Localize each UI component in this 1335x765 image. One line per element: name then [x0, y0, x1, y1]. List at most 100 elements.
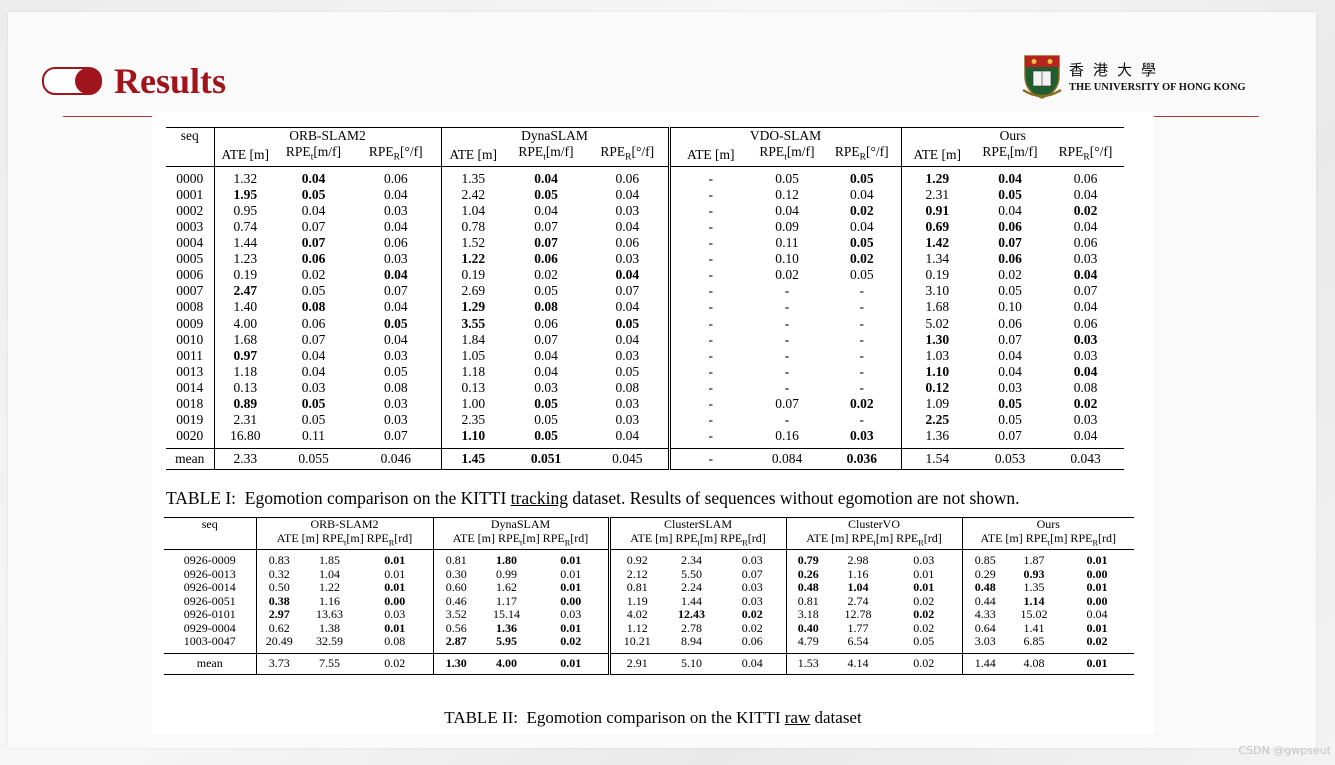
value-cell: 0.19: [900, 267, 973, 284]
value-cell: 5.02: [900, 315, 973, 332]
value-cell: 0.05: [615, 315, 640, 331]
value-cell: 0.07: [534, 331, 558, 347]
value-cell: 0.03: [560, 607, 582, 622]
value-cell: 0.04: [998, 363, 1022, 379]
mean-cell: 3.73: [255, 652, 302, 675]
table-row: 0019 2.31 0.05 0.03 2.35 0.05 0.03 - - - 2.25 0.05 0…: [166, 412, 1124, 429]
value-cell: 1.40: [213, 299, 276, 316]
value-cell: 1.87: [1023, 553, 1045, 568]
group-header: VDO-SLAM: [667, 127, 901, 144]
value-cell: 0.03: [741, 593, 763, 608]
mean-cell: 0.053: [973, 448, 1047, 471]
mean-label: mean: [164, 652, 256, 675]
value-cell: 1.23: [213, 251, 276, 268]
mean-cell: 0.055: [276, 448, 351, 471]
table-row: 0005 1.23 0.06 0.03 1.22 0.06 0.03 - 0.10 0.02 1.3…: [166, 251, 1124, 268]
hku-logo: 香港大學 THE UNIVERSITY OF HONG KONG: [1021, 52, 1246, 100]
mean-cell: 0.046: [351, 448, 441, 471]
metric-header: RPER[°/f]: [587, 144, 669, 167]
table-row: 0010 1.68 0.07 0.04 1.84 0.07 0.04 - - - 1.30 0.07 0…: [166, 331, 1124, 348]
value-cell: 0.05: [534, 283, 558, 299]
value-cell: 0.10: [775, 251, 799, 267]
value-cell: 0.19: [440, 267, 505, 284]
value-cell: 0.03: [383, 202, 408, 218]
table2-caption: TABLE II: Egomotion comparison on the KI…: [444, 708, 862, 727]
value-cell: 0.04: [534, 363, 558, 379]
value-cell: 0.05: [534, 396, 558, 411]
mean-cell: 0.01: [1060, 652, 1134, 675]
value-cell: 0.06: [998, 251, 1022, 267]
value-cell: -: [859, 379, 865, 395]
value-cell: 2.24: [681, 580, 702, 595]
value-cell: 0.04: [849, 218, 874, 234]
value-cell: -: [667, 166, 751, 187]
mean-cell: 0.036: [823, 448, 901, 471]
seq-header: seq: [166, 127, 214, 144]
value-cell: 0.03: [534, 379, 558, 395]
value-cell: 3.10: [900, 283, 973, 300]
value-cell: 0.07: [998, 331, 1022, 347]
value-cell: 2.25: [900, 412, 973, 429]
value-cell: 0.06: [534, 315, 558, 331]
value-cell: 0.06: [1073, 170, 1098, 186]
table-row: 0018 0.89 0.05 0.03 1.00 0.05 0.03 - 0.07 0.02 1.0…: [166, 396, 1124, 413]
value-cell: 2.97: [255, 608, 302, 622]
group-header: ClusterSLAM: [607, 517, 786, 532]
value-cell: 0.06: [383, 235, 408, 251]
mean-cell: 2.33: [213, 448, 276, 471]
value-cell: 0.91: [900, 202, 973, 219]
value-cell: 0.04: [301, 347, 326, 363]
value-cell: 0.01: [1086, 620, 1108, 635]
title-pill-icon: [42, 67, 102, 95]
value-cell: 0.02: [913, 607, 935, 622]
value-cell: 0.01: [1086, 580, 1108, 595]
value-cell: 0.05: [998, 186, 1022, 202]
mean-cell: 4.08: [1008, 652, 1060, 675]
value-cell: 1.29: [440, 299, 505, 316]
mean-label: mean: [166, 448, 214, 471]
value-cell: 0.04: [615, 267, 640, 283]
value-cell: 0.02: [1073, 202, 1098, 218]
value-cell: 1.44: [681, 593, 702, 608]
value-cell: 4.79: [785, 635, 830, 654]
mean-cell: 5.10: [664, 652, 719, 675]
mean-cell: 0.01: [534, 652, 609, 675]
value-cell: 2.35: [440, 412, 505, 429]
seq-cell: 0929-0004: [183, 620, 236, 635]
value-cell: 0.85: [961, 549, 1008, 568]
value-cell: 32.59: [316, 634, 343, 649]
metric-header: RPEt[m/f]: [973, 144, 1047, 167]
value-cell: 12.43: [678, 607, 705, 622]
value-cell: 0.03: [383, 347, 408, 363]
metric-header: ATE [m] RPEt[m] RPER[rd]: [432, 531, 609, 551]
value-cell: -: [859, 315, 865, 331]
value-cell: 0.78: [440, 218, 505, 236]
value-cell: 1.80: [496, 553, 517, 568]
value-cell: 0.97: [213, 347, 276, 364]
value-cell: 15.14: [493, 607, 520, 622]
value-cell: 0.03: [741, 580, 763, 595]
value-cell: 0.07: [775, 396, 799, 411]
value-cell: 0.07: [741, 566, 763, 581]
value-cell: 0.02: [849, 251, 874, 267]
value-cell: 0.04: [301, 202, 326, 218]
value-cell: 5.50: [681, 566, 702, 581]
value-cell: 2.98: [847, 553, 869, 568]
value-cell: 0.29: [961, 567, 1008, 582]
value-cell: 0.07: [1073, 283, 1098, 299]
value-cell: 0.01: [560, 553, 582, 568]
value-cell: 1.10: [900, 363, 973, 380]
value-cell: 0.02: [301, 267, 326, 283]
value-cell: 1.22: [319, 580, 340, 595]
value-cell: 0.03: [383, 396, 408, 411]
table-row: 0926-0013 0.32 1.04 0.01 0.30 0.99 0.01 2.12 5.5…: [164, 566, 1134, 582]
value-cell: 0.08: [615, 379, 640, 395]
paper-excerpt: seq ORB-SLAM2 DynaSLAM VDO-SLAM Ours ATE [m] R…: [152, 112, 1154, 734]
value-cell: 4.02: [607, 608, 664, 622]
value-cell: -: [667, 299, 751, 316]
value-cell: 0.04: [301, 363, 326, 379]
value-cell: 2.12: [607, 567, 664, 582]
mean-cell: 0.051: [505, 448, 587, 471]
table-header-row: seq ORB-SLAM2 DynaSLAM VDO-SLAM Ours: [166, 127, 1124, 144]
value-cell: 1.29: [900, 166, 973, 187]
